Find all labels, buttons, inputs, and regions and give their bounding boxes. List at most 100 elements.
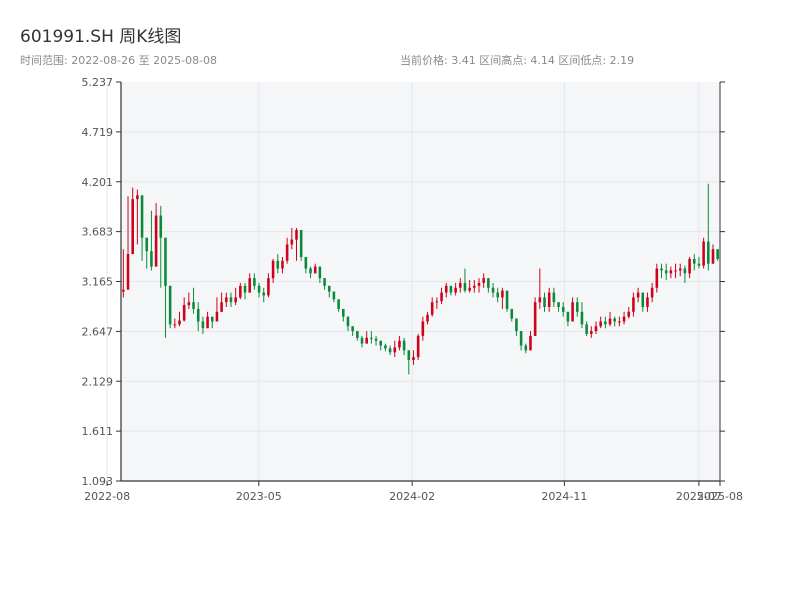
candle-body	[262, 292, 266, 296]
candle	[468, 280, 471, 293]
candle	[669, 266, 673, 279]
candle	[243, 282, 247, 300]
candle	[313, 263, 317, 274]
candle	[430, 297, 434, 317]
x-tick-label: 2024-11	[541, 490, 587, 503]
candle-body	[187, 302, 191, 306]
candle-body	[510, 308, 514, 319]
candle	[346, 316, 350, 332]
candle-body	[379, 340, 383, 346]
candle-body	[707, 241, 710, 264]
candle	[351, 326, 354, 336]
candle-body	[515, 318, 518, 332]
candle	[632, 292, 635, 317]
y-tick-label: 5.237	[82, 76, 114, 89]
candle-body	[473, 285, 476, 288]
candle	[557, 302, 560, 312]
y-tick-label: 4.719	[82, 126, 114, 139]
candle-body	[487, 278, 490, 288]
candle	[594, 321, 598, 334]
price-stats-text: 当前价格: 3.41 区间高点: 4.14 区间低点: 2.19	[400, 54, 635, 67]
candle	[384, 343, 387, 352]
candle	[529, 331, 532, 351]
candle	[178, 311, 181, 327]
y-tick-label: 3.683	[82, 226, 114, 239]
candle	[379, 340, 383, 351]
candle-body	[618, 321, 621, 323]
candle-body	[267, 278, 270, 296]
candle	[341, 308, 345, 322]
candle	[318, 266, 322, 283]
candle	[533, 297, 537, 336]
candle-body	[627, 311, 631, 317]
candle	[187, 292, 191, 309]
candle	[159, 205, 163, 288]
candle-body	[580, 311, 584, 325]
candle	[505, 290, 509, 312]
candle-body	[122, 289, 125, 292]
candle	[524, 343, 528, 354]
candle	[571, 297, 574, 322]
candle	[454, 282, 457, 296]
candle-body	[337, 299, 340, 309]
candle-body	[641, 292, 645, 308]
candle	[388, 345, 392, 356]
candle-body	[248, 278, 251, 293]
candle	[281, 256, 284, 274]
candle-body	[458, 282, 462, 288]
candle-body	[669, 270, 673, 274]
candle	[510, 308, 514, 322]
candle	[608, 311, 612, 327]
candle-body	[178, 320, 181, 325]
candle	[257, 282, 261, 298]
candle-body	[444, 285, 448, 293]
candle-body	[182, 305, 186, 321]
candle-body	[683, 268, 687, 274]
candle-body	[702, 241, 705, 266]
candle-body	[253, 278, 256, 286]
candle	[332, 291, 336, 303]
candle-body	[304, 256, 308, 269]
candle-body	[154, 215, 158, 267]
candle	[239, 282, 242, 300]
x-tick-label: 2022-08	[84, 490, 130, 503]
candle-body	[491, 287, 495, 293]
candle	[267, 273, 270, 298]
candle-body	[313, 266, 317, 274]
candle	[618, 316, 621, 327]
candle	[655, 263, 659, 293]
candle-body	[716, 249, 719, 259]
candle	[575, 297, 579, 317]
candle-body	[421, 321, 425, 336]
candle-body	[585, 324, 588, 334]
candle-body	[234, 297, 237, 303]
candle	[356, 331, 359, 341]
candle	[229, 292, 233, 308]
candle-body	[398, 340, 401, 348]
candle-body	[276, 260, 280, 269]
candle-body	[416, 335, 420, 358]
candle-body	[571, 302, 574, 322]
candle-body	[229, 297, 233, 303]
candle-body	[477, 282, 481, 286]
candle-body	[440, 292, 443, 302]
candle-body	[285, 244, 289, 261]
candle	[164, 237, 167, 338]
candle	[707, 183, 710, 271]
date-range-text: 时间范围: 2022-08-26 至 2025-08-08	[20, 54, 218, 67]
candle-body	[332, 291, 336, 300]
candle	[702, 237, 705, 269]
candle-body	[290, 239, 294, 245]
candle	[641, 292, 645, 312]
candle	[590, 326, 593, 338]
candle	[547, 287, 551, 312]
candle	[440, 287, 443, 305]
candle-body	[575, 302, 579, 312]
candle	[580, 302, 584, 329]
candle	[337, 299, 340, 312]
candle	[463, 268, 467, 293]
candle	[285, 237, 289, 264]
candle	[154, 203, 158, 267]
x-tick-label: 2025-07	[676, 490, 722, 503]
